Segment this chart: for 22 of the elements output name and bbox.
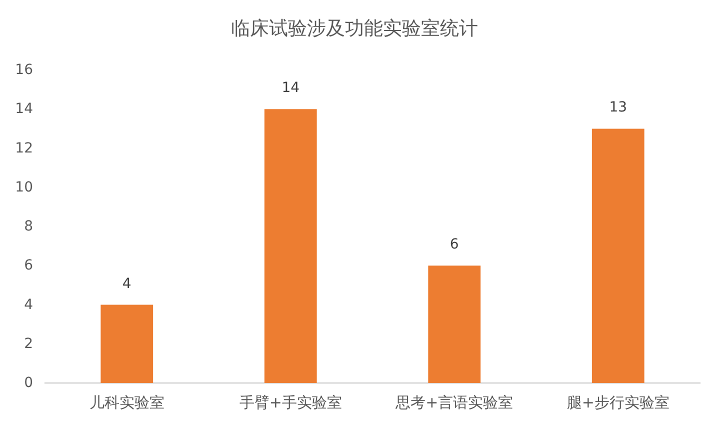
y-tick-label: 0 bbox=[24, 375, 33, 391]
y-tick-label: 14 bbox=[15, 101, 34, 118]
x-tick-label: 儿科实验室 bbox=[89, 394, 164, 412]
y-tick-label: 16 bbox=[15, 62, 34, 78]
bar bbox=[428, 266, 481, 383]
x-tick-label: 手臂+手实验室 bbox=[239, 394, 342, 412]
chart-title: 临床试验涉及功能实验室统计 bbox=[231, 18, 478, 40]
data-label: 13 bbox=[609, 100, 628, 116]
bar bbox=[592, 128, 644, 383]
y-tick-label: 4 bbox=[24, 296, 34, 313]
y-tick-label: 12 bbox=[15, 140, 33, 156]
data-label: 4 bbox=[122, 276, 132, 292]
y-tick-label: 8 bbox=[24, 218, 33, 234]
x-tick-label: 腿+步行实验室 bbox=[566, 394, 670, 412]
bar bbox=[264, 109, 317, 383]
y-tick-label: 10 bbox=[15, 179, 33, 196]
y-tick-label: 2 bbox=[24, 336, 33, 352]
x-tick-label: 思考+言语实验室 bbox=[394, 394, 514, 412]
data-label: 6 bbox=[450, 236, 459, 253]
bar bbox=[100, 304, 154, 383]
y-tick-label: 6 bbox=[24, 258, 34, 274]
data-label: 14 bbox=[282, 80, 300, 96]
